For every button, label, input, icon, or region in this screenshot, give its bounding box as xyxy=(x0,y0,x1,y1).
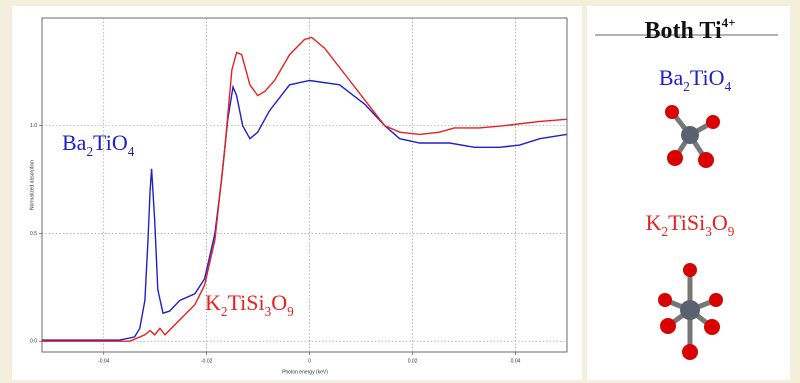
x-axis-label: Photon energy (keV) xyxy=(282,369,328,375)
x-tick-label: 0.02 xyxy=(408,358,418,364)
panel-label: Ba2TiO4 xyxy=(659,65,732,93)
chart-panel xyxy=(12,6,582,380)
y-axis-label: Normalized absorption xyxy=(29,160,35,210)
y-tick-label: 0.5 xyxy=(30,231,37,237)
x-tick-label: -0.02 xyxy=(201,358,213,364)
panel-label: K2TiSi3O9 xyxy=(646,210,735,238)
y-tick-label: 1.0 xyxy=(30,123,37,129)
panel-title-text: Both Ti xyxy=(644,18,721,44)
panel-title-sup: 4+ xyxy=(722,15,736,30)
x-tick-label: 0.04 xyxy=(511,358,521,364)
x-tick-label: -0.04 xyxy=(98,358,110,364)
series-label: Ba2TiO4 xyxy=(62,130,135,158)
series-label: K2TiSi3O9 xyxy=(205,290,294,318)
x-tick-label: 0 xyxy=(308,358,311,364)
y-tick-label: 0.0 xyxy=(30,339,37,345)
chart: Photon energy (keV) Normalized absorptio… xyxy=(0,0,800,383)
